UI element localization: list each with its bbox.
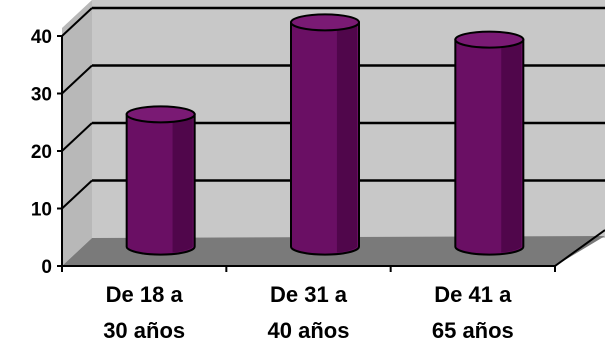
bar	[125, 105, 196, 256]
gridline-side	[61, 122, 93, 152]
x-axis-labels: De 18 a 30 años De 31 a 40 años De 41 a 65 añ…	[103, 282, 514, 343]
bar-shade	[172, 114, 193, 253]
floor-right-edge	[554, 229, 605, 267]
x-category-label-line: 40 años	[268, 318, 350, 343]
x-category-label-line: 30 años	[103, 318, 185, 343]
y-tick-label: 30	[31, 85, 52, 106]
gridline-side	[61, 7, 93, 37]
gridline-side	[61, 64, 93, 95]
y-tick-label: 0	[41, 257, 52, 278]
gridline-side	[61, 179, 93, 210]
bar-top	[454, 30, 525, 49]
y-tick-label: 40	[31, 27, 52, 48]
x-category-label-line: De 31 a	[270, 282, 348, 307]
bar-top	[125, 105, 196, 124]
bar-shade	[501, 39, 522, 253]
x-category-label: De 18 a 30 años	[103, 282, 185, 343]
x-category-label-line: 65 años	[432, 318, 514, 343]
bars	[125, 13, 525, 256]
bar	[290, 13, 360, 256]
y-axis: 0 10 20 30 40	[31, 27, 556, 278]
side-wall	[62, 0, 92, 266]
y-tick-label: 20	[31, 142, 52, 163]
x-category-label: De 41 a 65 años	[432, 282, 514, 343]
bar-shade	[336, 22, 357, 253]
x-category-label-line: De 18 a	[106, 282, 184, 307]
x-category-label-line: De 41 a	[434, 282, 512, 307]
x-category-label: De 31 a 40 años	[268, 282, 350, 343]
y-tick-label: 10	[31, 200, 52, 221]
bar	[454, 30, 525, 256]
bar-top	[290, 13, 360, 32]
